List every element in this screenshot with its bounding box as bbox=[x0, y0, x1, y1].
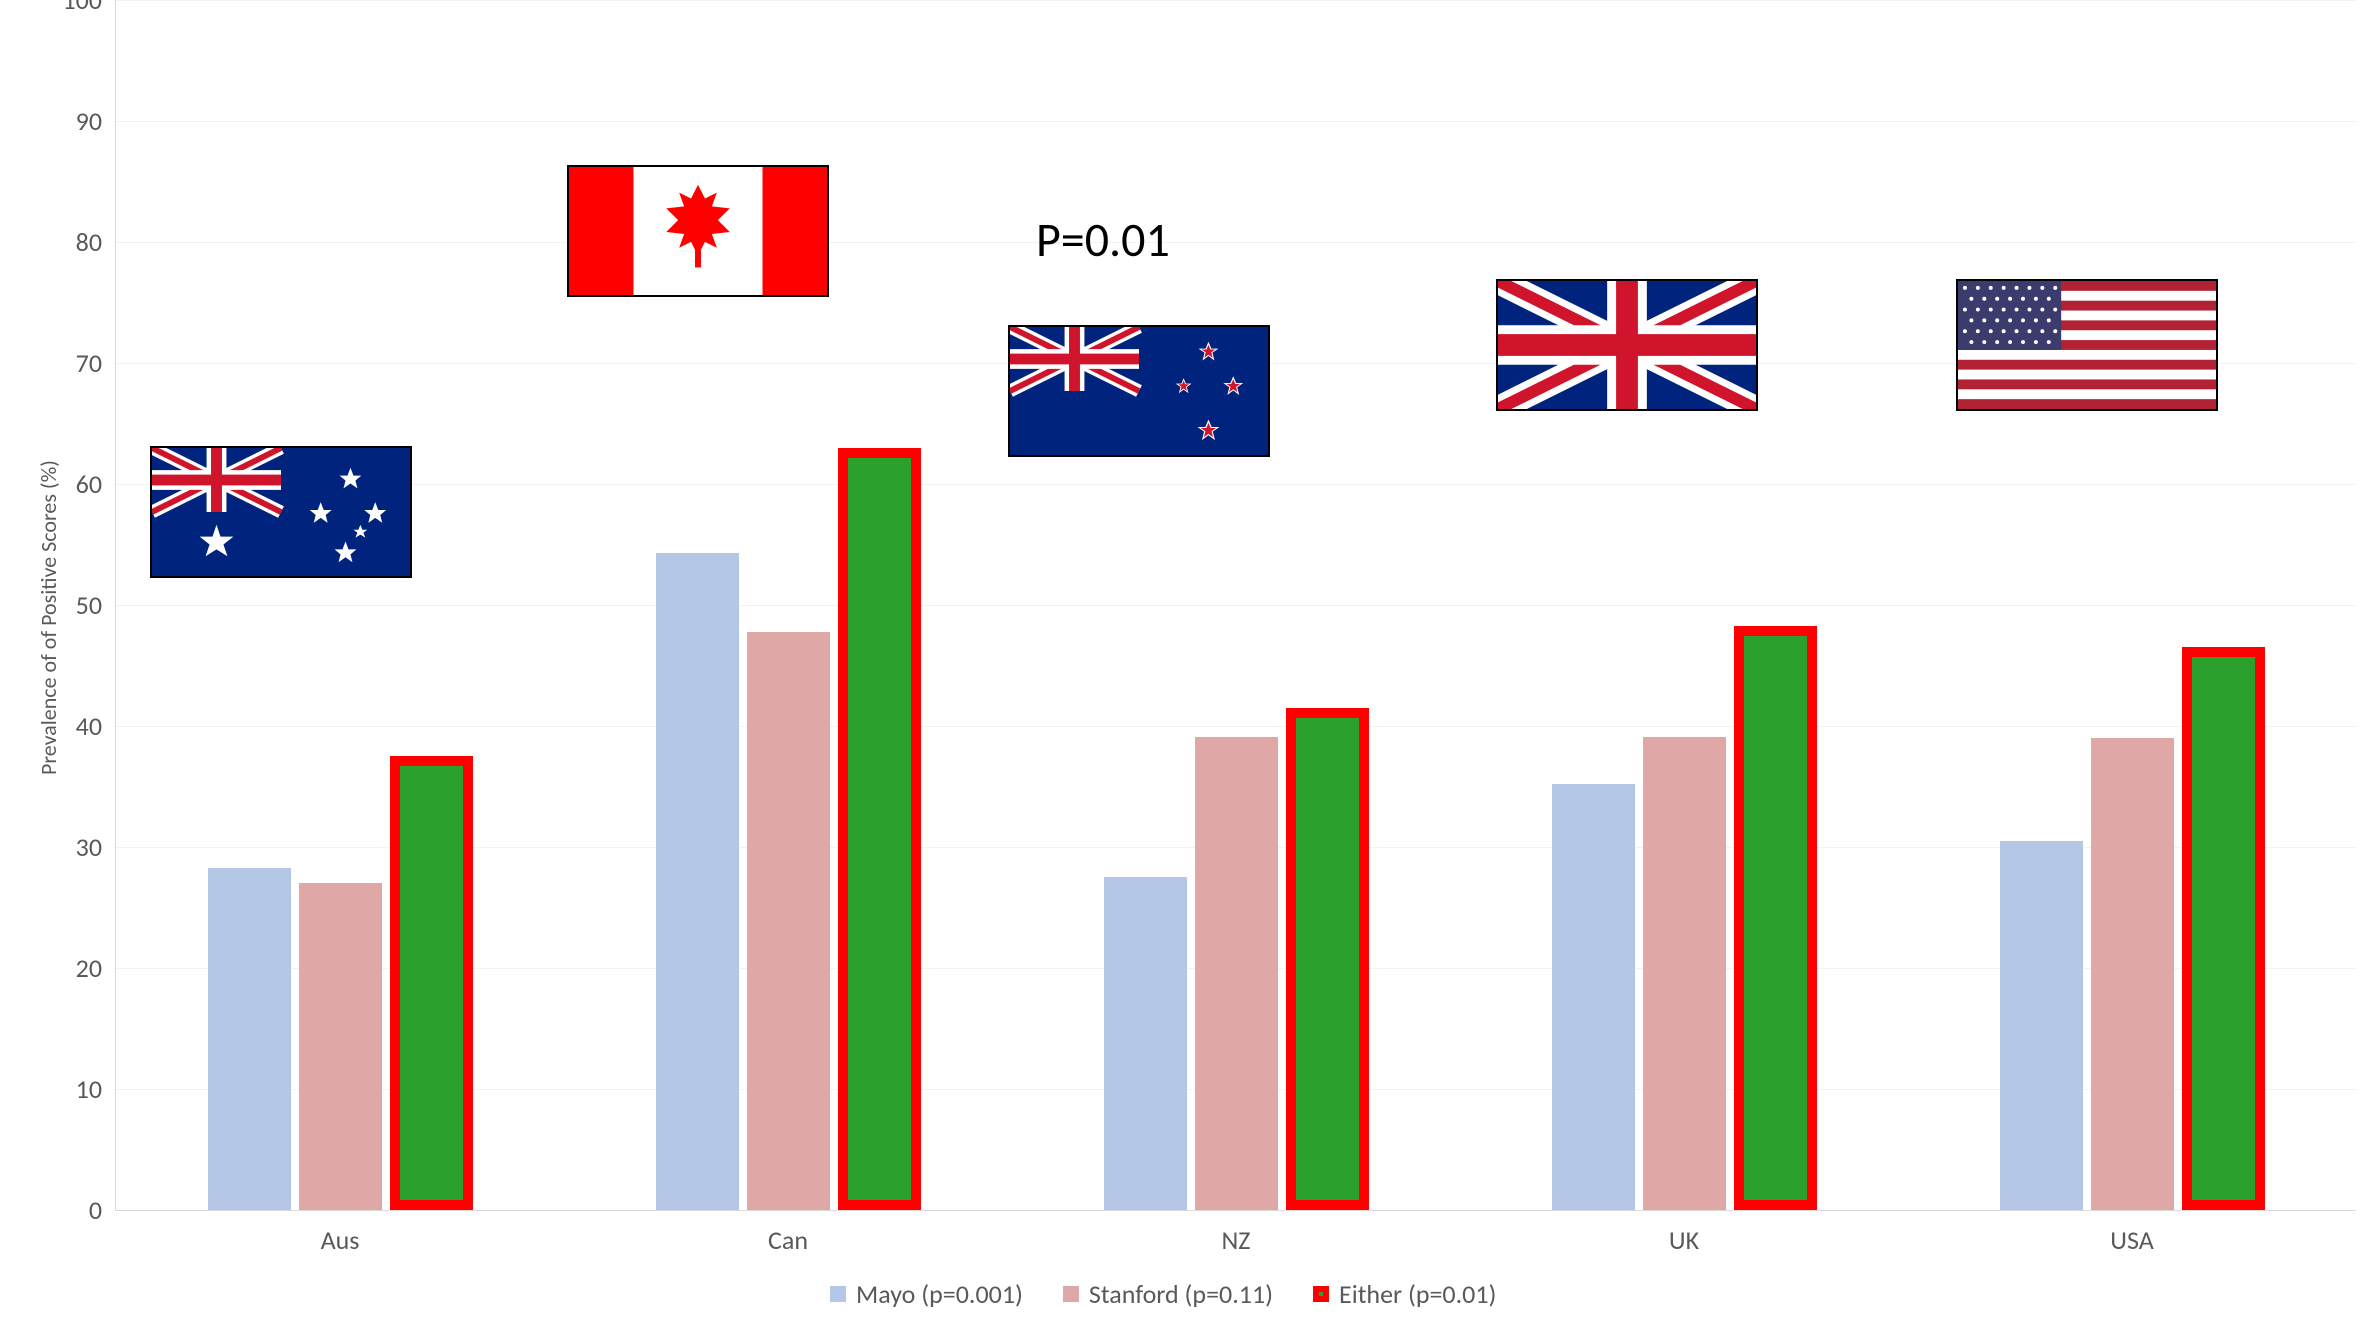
y-tick-label: 50 bbox=[76, 589, 116, 621]
bar-stanford bbox=[1195, 737, 1278, 1210]
legend-label: Either (p=0.01) bbox=[1339, 1278, 1496, 1310]
bar-stanford bbox=[1643, 737, 1726, 1210]
chart-plot-area: 0102030405060708090100AusCanNZUKUSA bbox=[115, 0, 2356, 1211]
y-tick-label: 60 bbox=[76, 468, 116, 500]
y-tick-label: 90 bbox=[76, 105, 116, 137]
bar-stanford bbox=[2091, 738, 2174, 1210]
gridline bbox=[116, 0, 2356, 1]
bar-stanford bbox=[747, 632, 830, 1210]
x-tick-label: USA bbox=[2110, 1210, 2153, 1256]
bar-either bbox=[390, 756, 473, 1210]
bar-mayo bbox=[208, 868, 291, 1210]
bar-mayo bbox=[1104, 877, 1187, 1210]
legend-item-stanford: Stanford (p=0.11) bbox=[1063, 1278, 1273, 1310]
bar-either bbox=[1286, 708, 1369, 1210]
legend-swatch-icon bbox=[1313, 1286, 1329, 1302]
y-tick-label: 30 bbox=[76, 831, 116, 863]
legend-item-mayo: Mayo (p=0.001) bbox=[830, 1278, 1023, 1310]
x-tick-label: Can bbox=[768, 1210, 808, 1256]
chart-legend: Mayo (p=0.001) Stanford (p=0.11) Either (p… bbox=[830, 1278, 1496, 1310]
gridline bbox=[116, 121, 2356, 122]
flag-uk-icon bbox=[1496, 279, 1758, 411]
legend-item-either: Either (p=0.01) bbox=[1313, 1278, 1496, 1310]
bar-either bbox=[2182, 647, 2265, 1210]
y-axis-label: Prevalence of of Positive Scores (%) bbox=[35, 460, 62, 775]
bar-mayo bbox=[1552, 784, 1635, 1210]
bar-mayo bbox=[2000, 841, 2083, 1210]
y-tick-label: 100 bbox=[62, 0, 116, 16]
flag-aus-icon bbox=[150, 446, 412, 578]
flag-can-icon bbox=[567, 165, 829, 297]
flag-usa-icon bbox=[1956, 279, 2218, 411]
gridline bbox=[116, 242, 2356, 243]
gridline bbox=[116, 484, 2356, 485]
y-tick-label: 0 bbox=[89, 1194, 116, 1226]
x-tick-label: NZ bbox=[1222, 1210, 1251, 1256]
bar-mayo bbox=[656, 553, 739, 1210]
flag-nz-icon bbox=[1008, 325, 1270, 457]
y-tick-label: 10 bbox=[76, 1073, 116, 1105]
y-tick-label: 40 bbox=[76, 710, 116, 742]
gridline bbox=[116, 726, 2356, 727]
bar-either bbox=[838, 448, 921, 1210]
bar-stanford bbox=[299, 883, 382, 1210]
y-tick-label: 20 bbox=[76, 952, 116, 984]
y-tick-label: 70 bbox=[76, 347, 116, 379]
p-value-annotation: P=0.01 bbox=[1036, 210, 1170, 269]
legend-swatch-icon bbox=[1063, 1286, 1079, 1302]
bar-either bbox=[1734, 626, 1817, 1210]
y-tick-label: 80 bbox=[76, 226, 116, 258]
legend-swatch-icon bbox=[830, 1286, 846, 1302]
x-tick-label: UK bbox=[1669, 1210, 1699, 1256]
gridline bbox=[116, 605, 2356, 606]
legend-label: Mayo (p=0.001) bbox=[856, 1278, 1023, 1310]
x-tick-label: Aus bbox=[321, 1210, 360, 1256]
legend-label: Stanford (p=0.11) bbox=[1089, 1278, 1273, 1310]
